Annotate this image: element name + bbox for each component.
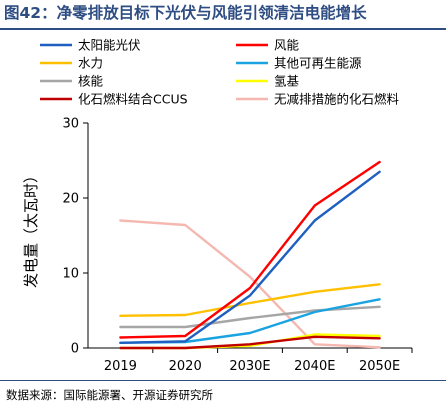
series-line xyxy=(119,170,381,344)
series-line xyxy=(119,160,381,339)
series-line xyxy=(119,219,381,349)
source-divider xyxy=(0,380,446,381)
x-tick-label: 2020 xyxy=(169,359,202,374)
y-axis-label: 发电量（太瓦时） xyxy=(22,168,40,288)
figure-title: 图42：净零排放目标下光伏与风能引领清洁电能增长 xyxy=(4,4,367,22)
y-tick-label: 0 xyxy=(71,342,79,357)
chart-series xyxy=(119,160,381,350)
x-tick-label: 2030E xyxy=(229,359,270,374)
series-line xyxy=(119,305,381,329)
series-line xyxy=(119,283,381,317)
title-divider xyxy=(0,28,446,30)
data-source-note: 数据来源：国际能源署、开源证券研究所 xyxy=(6,388,213,402)
legend-label: 氢基 xyxy=(274,74,300,89)
legend-label: 风能 xyxy=(274,38,300,53)
series-line xyxy=(119,335,381,350)
legend-label: 其他可再生能源 xyxy=(274,56,362,71)
y-tick-label: 20 xyxy=(62,192,79,207)
legend-label: 水力 xyxy=(78,56,103,71)
legend-label: 核能 xyxy=(78,74,104,89)
x-tick-label: 2019 xyxy=(104,359,137,374)
x-tick-label: 2040E xyxy=(294,359,335,374)
y-tick-label: 30 xyxy=(62,117,79,132)
legend-label: 无减排措施的化石燃料 xyxy=(274,92,400,107)
x-tick-label: 2050E xyxy=(359,359,400,374)
legend-label: 太阳能光伏 xyxy=(78,38,141,53)
legend-label: 化石燃料结合CCUS xyxy=(78,92,188,107)
chart-axes: 0 10 20 30 2019 2020 2030E 2040E 2050E xyxy=(62,117,413,374)
y-tick-label: 10 xyxy=(62,267,79,282)
